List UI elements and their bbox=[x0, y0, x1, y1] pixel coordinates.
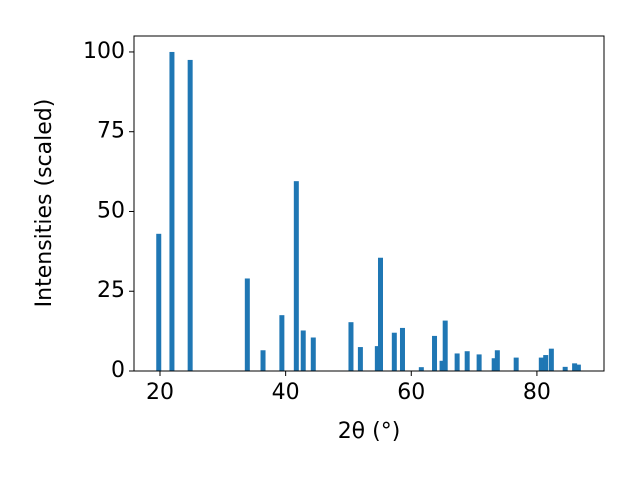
bar bbox=[491, 358, 497, 371]
bar bbox=[548, 348, 554, 371]
bar bbox=[348, 322, 354, 371]
x-tick-label: 20 bbox=[146, 380, 174, 405]
x-tick-label: 80 bbox=[523, 380, 551, 405]
bar bbox=[377, 257, 383, 371]
bar bbox=[399, 327, 405, 371]
bar bbox=[374, 346, 380, 371]
x-tick-label: 60 bbox=[397, 380, 425, 405]
bar bbox=[418, 367, 424, 371]
y-tick-label: 100 bbox=[83, 39, 125, 64]
bar bbox=[442, 320, 448, 371]
y-tick-label: 50 bbox=[97, 198, 125, 223]
bar bbox=[357, 347, 363, 371]
bar bbox=[187, 59, 193, 372]
bar bbox=[513, 357, 519, 371]
bar bbox=[293, 181, 299, 371]
bar bbox=[562, 366, 568, 371]
y-tick-label: 75 bbox=[97, 119, 125, 144]
bar bbox=[494, 350, 500, 371]
y-axis-label: Intensities (scaled) bbox=[32, 99, 57, 308]
bar bbox=[169, 51, 175, 371]
bar bbox=[279, 315, 285, 371]
y-tick-label: 25 bbox=[97, 278, 125, 303]
bar bbox=[244, 278, 250, 371]
bar bbox=[538, 357, 544, 371]
x-tick-label: 40 bbox=[272, 380, 300, 405]
bar bbox=[543, 355, 549, 371]
bar bbox=[439, 360, 445, 371]
bar bbox=[260, 350, 266, 371]
bar bbox=[575, 364, 581, 371]
bar bbox=[391, 332, 397, 371]
plot-frame bbox=[133, 35, 605, 372]
bar bbox=[454, 353, 460, 371]
bar bbox=[572, 363, 578, 371]
bar bbox=[156, 233, 162, 371]
bar bbox=[464, 351, 470, 371]
bar bbox=[432, 335, 438, 371]
bar bbox=[300, 330, 306, 371]
bar bbox=[310, 337, 316, 371]
y-tick-label: 0 bbox=[111, 358, 125, 383]
bar bbox=[476, 354, 482, 371]
x-axis-label: 2θ (°) bbox=[338, 419, 401, 444]
